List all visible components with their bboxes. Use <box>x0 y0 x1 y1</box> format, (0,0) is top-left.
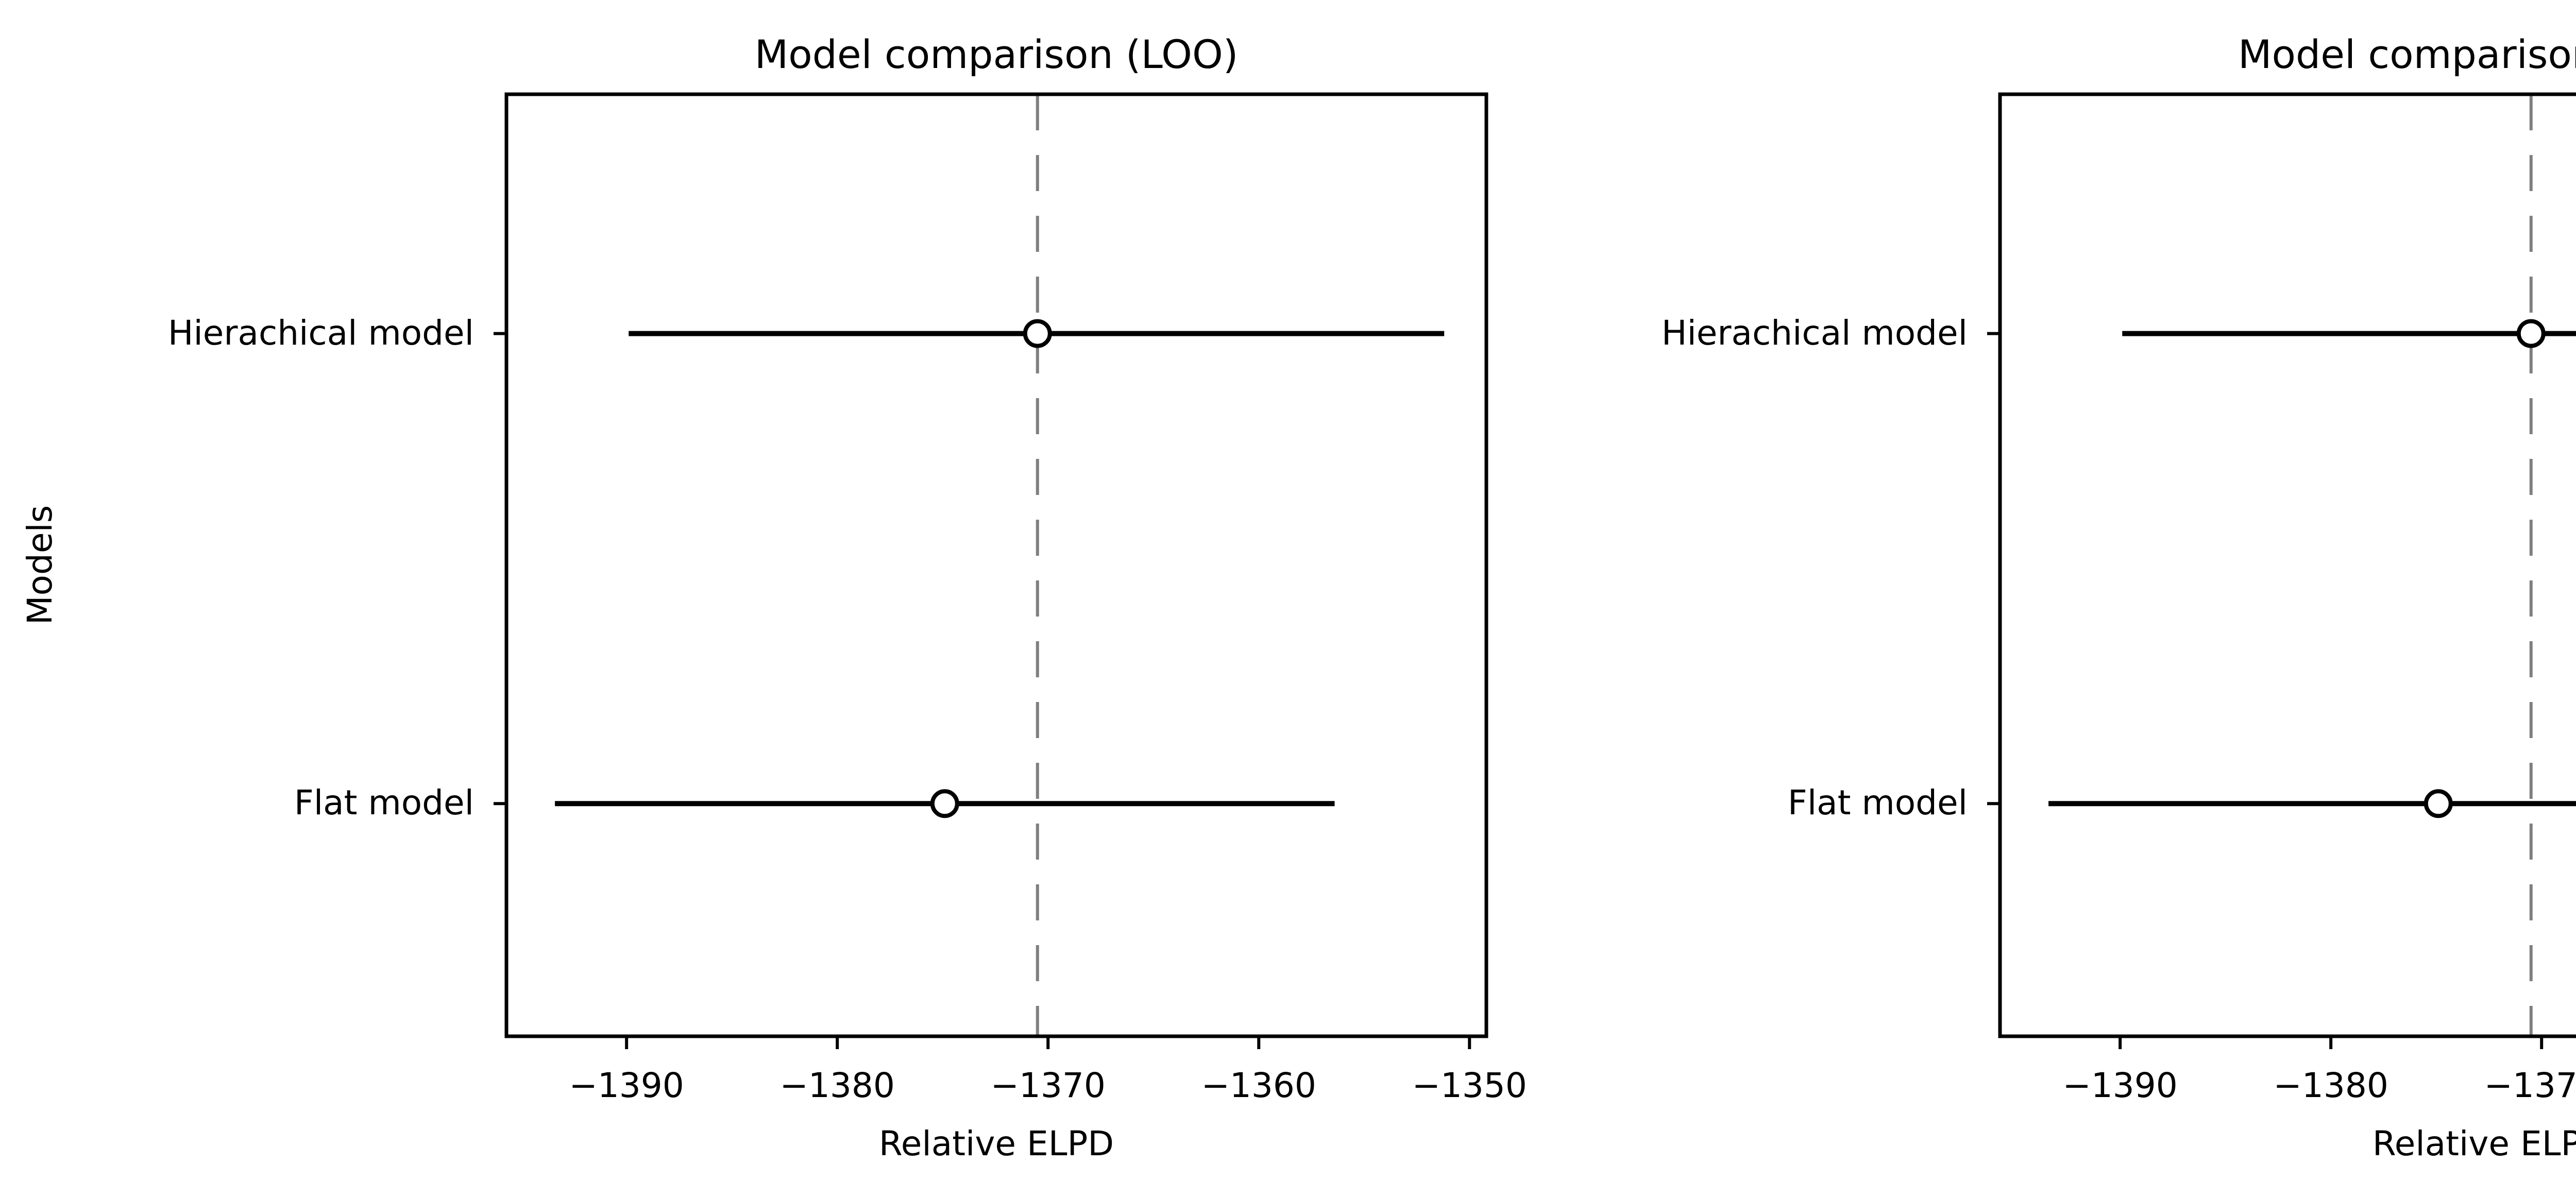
y-tick-label-flat: Flat model <box>1788 783 1968 823</box>
x-tick-label: −1370 <box>2484 1066 2576 1105</box>
elpd-point-marker <box>2516 319 2546 348</box>
elpd-point-marker <box>2424 789 2453 818</box>
y-tick-label-flat: Flat model <box>294 783 474 823</box>
y-axis-label: Models <box>20 505 60 625</box>
x-axis-label: Relative ELPD <box>879 1124 1114 1163</box>
panel-waic-plot-area: −1390−1380−1370−1360−1350 <box>1987 92 2576 1105</box>
x-tick-label: −1360 <box>1201 1066 1316 1105</box>
x-tick-label: −1390 <box>2063 1066 2178 1105</box>
panel-title: Model comparison (LOO) <box>755 31 1239 77</box>
elpd-point-marker <box>930 789 959 818</box>
axes-frame <box>504 92 1488 1038</box>
panel-waic: −1390−1380−1370−1360−1350 Model comparis… <box>1662 31 2576 1163</box>
x-tick-label: −1390 <box>569 1066 684 1105</box>
x-tick-label: −1350 <box>1412 1066 1527 1105</box>
x-tick-label: −1370 <box>991 1066 1106 1105</box>
elpd-point-marker <box>1023 319 1052 348</box>
axes-frame <box>1998 92 2576 1038</box>
y-tick-label-hierarchical: Hierachical model <box>168 313 474 353</box>
panel-loo-plot-area: −1390 −1380 −1370 −1360 −1350 <box>494 92 1527 1105</box>
x-tick-label: −1380 <box>780 1066 895 1105</box>
panel-title: Model comparison (WAIC) <box>2238 31 2576 77</box>
panel-loo: −1390 −1380 −1370 −1360 −1350 Model comparis… <box>20 31 1527 1163</box>
y-tick-label-hierarchical: Hierachical model <box>1662 313 1968 353</box>
x-axis-label: Relative ELPD <box>2372 1124 2576 1163</box>
x-tick-label: −1380 <box>2274 1066 2388 1105</box>
